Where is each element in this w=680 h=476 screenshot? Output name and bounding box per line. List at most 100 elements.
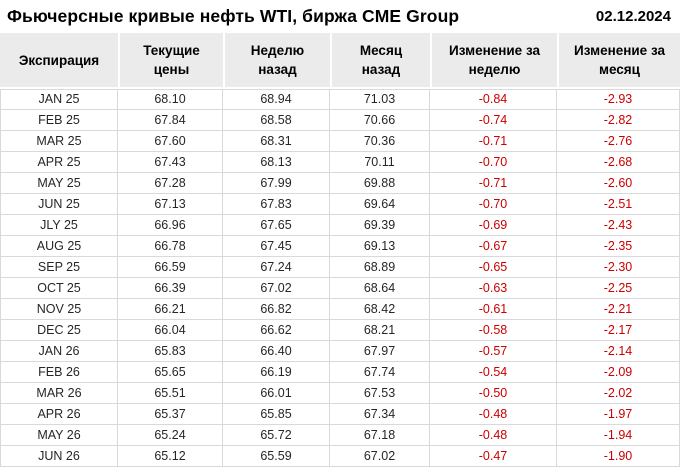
cell-week-change: -0.65 bbox=[430, 257, 557, 278]
table-row: JLY 25 66.96 67.65 69.39 -0.69 -2.43 bbox=[0, 215, 680, 236]
cell-current-price: 65.24 bbox=[118, 425, 223, 446]
cell-month-change: -2.76 bbox=[557, 131, 680, 152]
cell-week-ago: 67.24 bbox=[223, 257, 330, 278]
cell-month-ago: 70.11 bbox=[330, 152, 430, 173]
cell-expiration: MAY 25 bbox=[0, 173, 118, 194]
cell-month-change: -2.51 bbox=[557, 194, 680, 215]
cell-expiration: JAN 26 bbox=[0, 341, 118, 362]
cell-current-price: 65.37 bbox=[118, 404, 223, 425]
cell-month-ago: 67.18 bbox=[330, 425, 430, 446]
table-row: MAR 26 65.51 66.01 67.53 -0.50 -2.02 bbox=[0, 383, 680, 404]
cell-week-ago: 66.19 bbox=[223, 362, 330, 383]
cell-month-change: -2.93 bbox=[557, 89, 680, 110]
cell-week-ago: 65.59 bbox=[223, 446, 330, 467]
column-header-expiration: Экспирация bbox=[0, 33, 118, 89]
cell-month-ago: 70.36 bbox=[330, 131, 430, 152]
cell-expiration: SEP 25 bbox=[0, 257, 118, 278]
cell-current-price: 66.39 bbox=[118, 278, 223, 299]
cell-expiration: JLY 25 bbox=[0, 215, 118, 236]
column-header-month-ago: Месяц назад bbox=[330, 33, 430, 89]
cell-week-change: -0.63 bbox=[430, 278, 557, 299]
column-header-current-price: Текущие цены bbox=[118, 33, 223, 89]
cell-current-price: 65.65 bbox=[118, 362, 223, 383]
cell-week-change: -0.61 bbox=[430, 299, 557, 320]
cell-current-price: 66.04 bbox=[118, 320, 223, 341]
cell-month-ago: 67.02 bbox=[330, 446, 430, 467]
cell-expiration: FEB 26 bbox=[0, 362, 118, 383]
cell-current-price: 68.10 bbox=[118, 89, 223, 110]
table-row: DEC 25 66.04 66.62 68.21 -0.58 -2.17 bbox=[0, 320, 680, 341]
cell-expiration: DEC 25 bbox=[0, 320, 118, 341]
cell-month-change: -2.43 bbox=[557, 215, 680, 236]
table-header: Экспирация Текущие цены Неделю назад Мес… bbox=[0, 33, 680, 89]
cell-expiration: JAN 25 bbox=[0, 89, 118, 110]
cell-week-ago: 66.62 bbox=[223, 320, 330, 341]
cell-current-price: 65.51 bbox=[118, 383, 223, 404]
cell-expiration: AUG 25 bbox=[0, 236, 118, 257]
report-date: 02.12.2024 bbox=[595, 8, 671, 25]
cell-month-change: -2.17 bbox=[557, 320, 680, 341]
cell-month-change: -2.30 bbox=[557, 257, 680, 278]
cell-week-change: -0.48 bbox=[430, 404, 557, 425]
table-row: MAR 25 67.60 68.31 70.36 -0.71 -2.76 bbox=[0, 131, 680, 152]
futures-table: Экспирация Текущие цены Неделю назад Мес… bbox=[0, 33, 680, 467]
cell-current-price: 65.12 bbox=[118, 446, 223, 467]
cell-month-ago: 71.03 bbox=[330, 89, 430, 110]
cell-current-price: 65.83 bbox=[118, 341, 223, 362]
table-row: MAY 26 65.24 65.72 67.18 -0.48 -1.94 bbox=[0, 425, 680, 446]
cell-expiration: MAR 26 bbox=[0, 383, 118, 404]
cell-week-change: -0.74 bbox=[430, 110, 557, 131]
page-title: Фьючерсные кривые нефть WTI, биржа CME G… bbox=[7, 6, 460, 26]
cell-current-price: 67.28 bbox=[118, 173, 223, 194]
cell-week-ago: 67.02 bbox=[223, 278, 330, 299]
cell-month-change: -1.97 bbox=[557, 404, 680, 425]
cell-current-price: 67.13 bbox=[118, 194, 223, 215]
cell-month-ago: 67.34 bbox=[330, 404, 430, 425]
cell-month-change: -2.09 bbox=[557, 362, 680, 383]
cell-current-price: 66.96 bbox=[118, 215, 223, 236]
cell-month-change: -2.25 bbox=[557, 278, 680, 299]
cell-current-price: 66.21 bbox=[118, 299, 223, 320]
table-row: JUN 26 65.12 65.59 67.02 -0.47 -1.90 bbox=[0, 446, 680, 467]
table-row: JUN 25 67.13 67.83 69.64 -0.70 -2.51 bbox=[0, 194, 680, 215]
cell-expiration: APR 25 bbox=[0, 152, 118, 173]
cell-month-ago: 69.39 bbox=[330, 215, 430, 236]
column-header-week-change: Изменение за неделю bbox=[430, 33, 557, 89]
column-header-month-change: Изменение за месяц bbox=[557, 33, 680, 89]
table-row: APR 26 65.37 65.85 67.34 -0.48 -1.97 bbox=[0, 404, 680, 425]
cell-current-price: 67.43 bbox=[118, 152, 223, 173]
cell-month-change: -2.21 bbox=[557, 299, 680, 320]
cell-month-ago: 69.13 bbox=[330, 236, 430, 257]
cell-month-change: -1.94 bbox=[557, 425, 680, 446]
cell-week-change: -0.48 bbox=[430, 425, 557, 446]
table-row: APR 25 67.43 68.13 70.11 -0.70 -2.68 bbox=[0, 152, 680, 173]
table-row: AUG 25 66.78 67.45 69.13 -0.67 -2.35 bbox=[0, 236, 680, 257]
cell-expiration: JUN 26 bbox=[0, 446, 118, 467]
cell-current-price: 67.84 bbox=[118, 110, 223, 131]
cell-week-ago: 68.58 bbox=[223, 110, 330, 131]
cell-month-ago: 68.64 bbox=[330, 278, 430, 299]
cell-week-ago: 68.13 bbox=[223, 152, 330, 173]
cell-week-change: -0.58 bbox=[430, 320, 557, 341]
cell-month-ago: 68.89 bbox=[330, 257, 430, 278]
cell-month-change: -1.90 bbox=[557, 446, 680, 467]
cell-month-ago: 69.88 bbox=[330, 173, 430, 194]
table-row: FEB 25 67.84 68.58 70.66 -0.74 -2.82 bbox=[0, 110, 680, 131]
cell-week-ago: 66.82 bbox=[223, 299, 330, 320]
cell-expiration: OCT 25 bbox=[0, 278, 118, 299]
cell-week-change: -0.69 bbox=[430, 215, 557, 236]
cell-month-change: -2.82 bbox=[557, 110, 680, 131]
cell-week-ago: 68.94 bbox=[223, 89, 330, 110]
cell-week-ago: 65.85 bbox=[223, 404, 330, 425]
cell-month-change: -2.60 bbox=[557, 173, 680, 194]
cell-week-change: -0.71 bbox=[430, 131, 557, 152]
column-header-week-ago: Неделю назад bbox=[223, 33, 330, 89]
cell-week-change: -0.54 bbox=[430, 362, 557, 383]
cell-month-ago: 67.97 bbox=[330, 341, 430, 362]
cell-week-ago: 65.72 bbox=[223, 425, 330, 446]
cell-month-ago: 68.21 bbox=[330, 320, 430, 341]
table-row: JAN 26 65.83 66.40 67.97 -0.57 -2.14 bbox=[0, 341, 680, 362]
cell-month-ago: 70.66 bbox=[330, 110, 430, 131]
cell-week-change: -0.50 bbox=[430, 383, 557, 404]
